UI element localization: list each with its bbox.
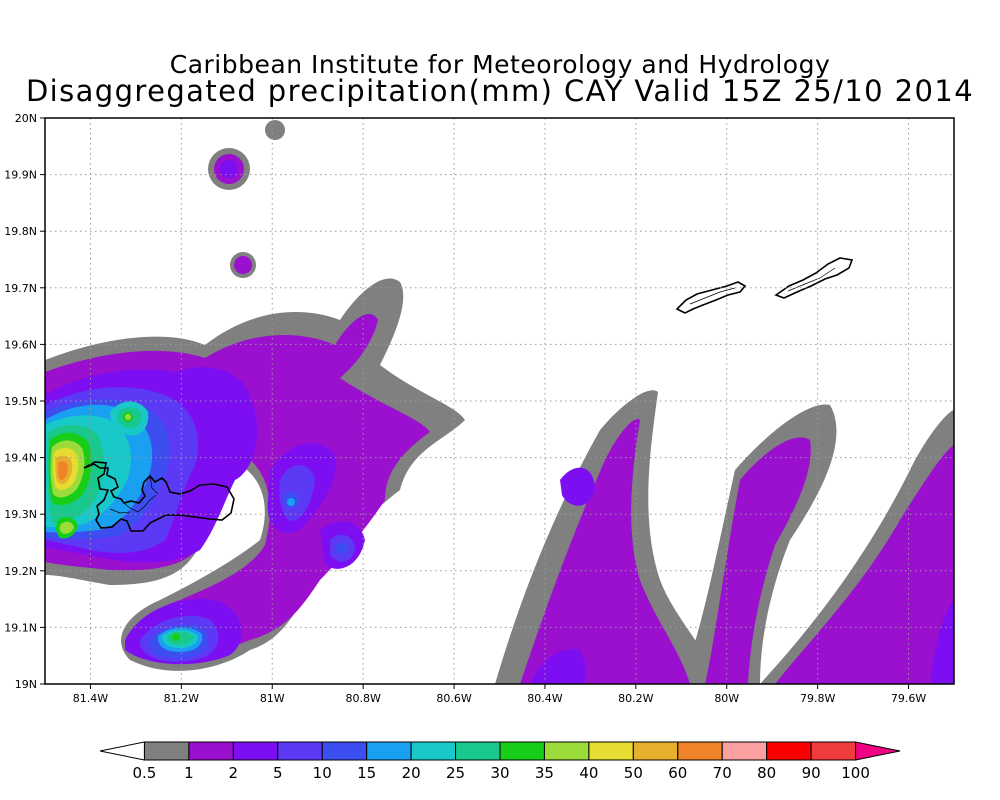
colorbar-labels: 0.5 1 2 5 10 15 20 25 30 35 40 50 60 70 80 90 100 bbox=[133, 764, 870, 782]
longitude-labels: 81.4W 81.2W 81W 80.8W 80.6W 80.4W 80.2W 80W 79.8… bbox=[73, 692, 927, 705]
lat-tick-label: 19.1N bbox=[4, 621, 37, 634]
colorbar-segment bbox=[143, 741, 190, 761]
cayman-brac-outline bbox=[774, 257, 854, 299]
colorbar-label: 10 bbox=[313, 764, 332, 782]
lat-tick-label: 19N bbox=[15, 678, 37, 691]
colorbar-segment bbox=[277, 741, 323, 761]
colorbar-label: 70 bbox=[713, 764, 732, 782]
colorbar-label: 60 bbox=[668, 764, 687, 782]
lat-tick-label: 19.9N bbox=[4, 169, 37, 182]
lon-tick-label: 80.8W bbox=[345, 692, 380, 705]
precip-band-orange bbox=[58, 461, 68, 480]
lon-tick-label: 81W bbox=[260, 692, 285, 705]
island-outlines bbox=[83, 257, 854, 532]
map-grid bbox=[40, 117, 954, 689]
colorbar-segment bbox=[366, 741, 412, 761]
colorbar-label: 15 bbox=[357, 764, 376, 782]
lon-tick-label: 79.8W bbox=[800, 692, 835, 705]
map-frame bbox=[44, 117, 955, 685]
map-title: Caribbean Institute for Meteorology and … bbox=[169, 50, 831, 79]
lon-tick-label: 79.6W bbox=[891, 692, 926, 705]
lon-tick-label: 80.4W bbox=[527, 692, 562, 705]
colorbar-segment bbox=[499, 741, 545, 761]
lat-tick-label: 19.6N bbox=[4, 338, 37, 351]
lat-tick-label: 19.4N bbox=[4, 452, 37, 465]
colorbar-label: 1 bbox=[184, 764, 194, 782]
lon-tick-label: 81.4W bbox=[73, 692, 108, 705]
colorbar-segment bbox=[321, 741, 368, 761]
colorbar-label: 30 bbox=[490, 764, 509, 782]
cayman-brac-detail bbox=[689, 267, 836, 305]
colorbar-label: 5 bbox=[273, 764, 283, 782]
lon-tick-label: 80.6W bbox=[436, 692, 471, 705]
colorbar-label: 2 bbox=[229, 764, 239, 782]
lat-tick-label: 19.8N bbox=[4, 225, 37, 238]
colorbar-label: 40 bbox=[579, 764, 598, 782]
precipitation-field bbox=[45, 120, 954, 684]
colorbar bbox=[99, 741, 901, 761]
lat-tick-label: 19.5N bbox=[4, 395, 37, 408]
colorbar-segment bbox=[810, 741, 857, 761]
colorbar-segment bbox=[677, 741, 723, 761]
colorbar-segment bbox=[455, 741, 501, 761]
lat-tick-label: 20N bbox=[15, 112, 37, 125]
colorbar-label: 0.5 bbox=[133, 764, 157, 782]
colorbar-label: 35 bbox=[535, 764, 554, 782]
lon-tick-label: 80W bbox=[714, 692, 739, 705]
colorbar-segment bbox=[588, 741, 634, 761]
colorbar-segment bbox=[543, 741, 590, 761]
grand-cayman-north-sound bbox=[109, 475, 159, 514]
colorbar-label: 100 bbox=[841, 764, 870, 782]
colorbar-segment bbox=[721, 741, 768, 761]
lat-tick-label: 19.3N bbox=[4, 508, 37, 521]
colorbar-segment bbox=[232, 741, 279, 761]
colorbar-segment bbox=[766, 741, 812, 761]
colorbar-label: 20 bbox=[402, 764, 421, 782]
lon-tick-label: 80.2W bbox=[618, 692, 653, 705]
colorbar-segment bbox=[632, 741, 679, 761]
colorbar-label: 25 bbox=[446, 764, 465, 782]
lon-tick-label: 81.2W bbox=[164, 692, 199, 705]
lat-tick-label: 19.2N bbox=[4, 565, 37, 578]
grand-cayman-outline bbox=[83, 461, 235, 532]
colorbar-segment bbox=[188, 741, 234, 761]
latitude-labels: 19N 19.1N 19.2N 19.3N 19.4N 19.5N 19.6N 19.7N 19… bbox=[4, 112, 37, 691]
colorbar-label: 80 bbox=[757, 764, 776, 782]
colorbar-segment bbox=[410, 741, 457, 761]
lat-tick-label: 19.7N bbox=[4, 282, 37, 295]
little-cayman-outline bbox=[675, 281, 747, 314]
colorbar-min-triangle bbox=[99, 741, 145, 761]
colorbar-label: 50 bbox=[624, 764, 643, 782]
map-subtitle: Disaggregated precipitation(mm) CAY Vali… bbox=[25, 74, 975, 108]
colorbar-max-triangle bbox=[855, 741, 901, 761]
colorbar-label: 90 bbox=[802, 764, 821, 782]
